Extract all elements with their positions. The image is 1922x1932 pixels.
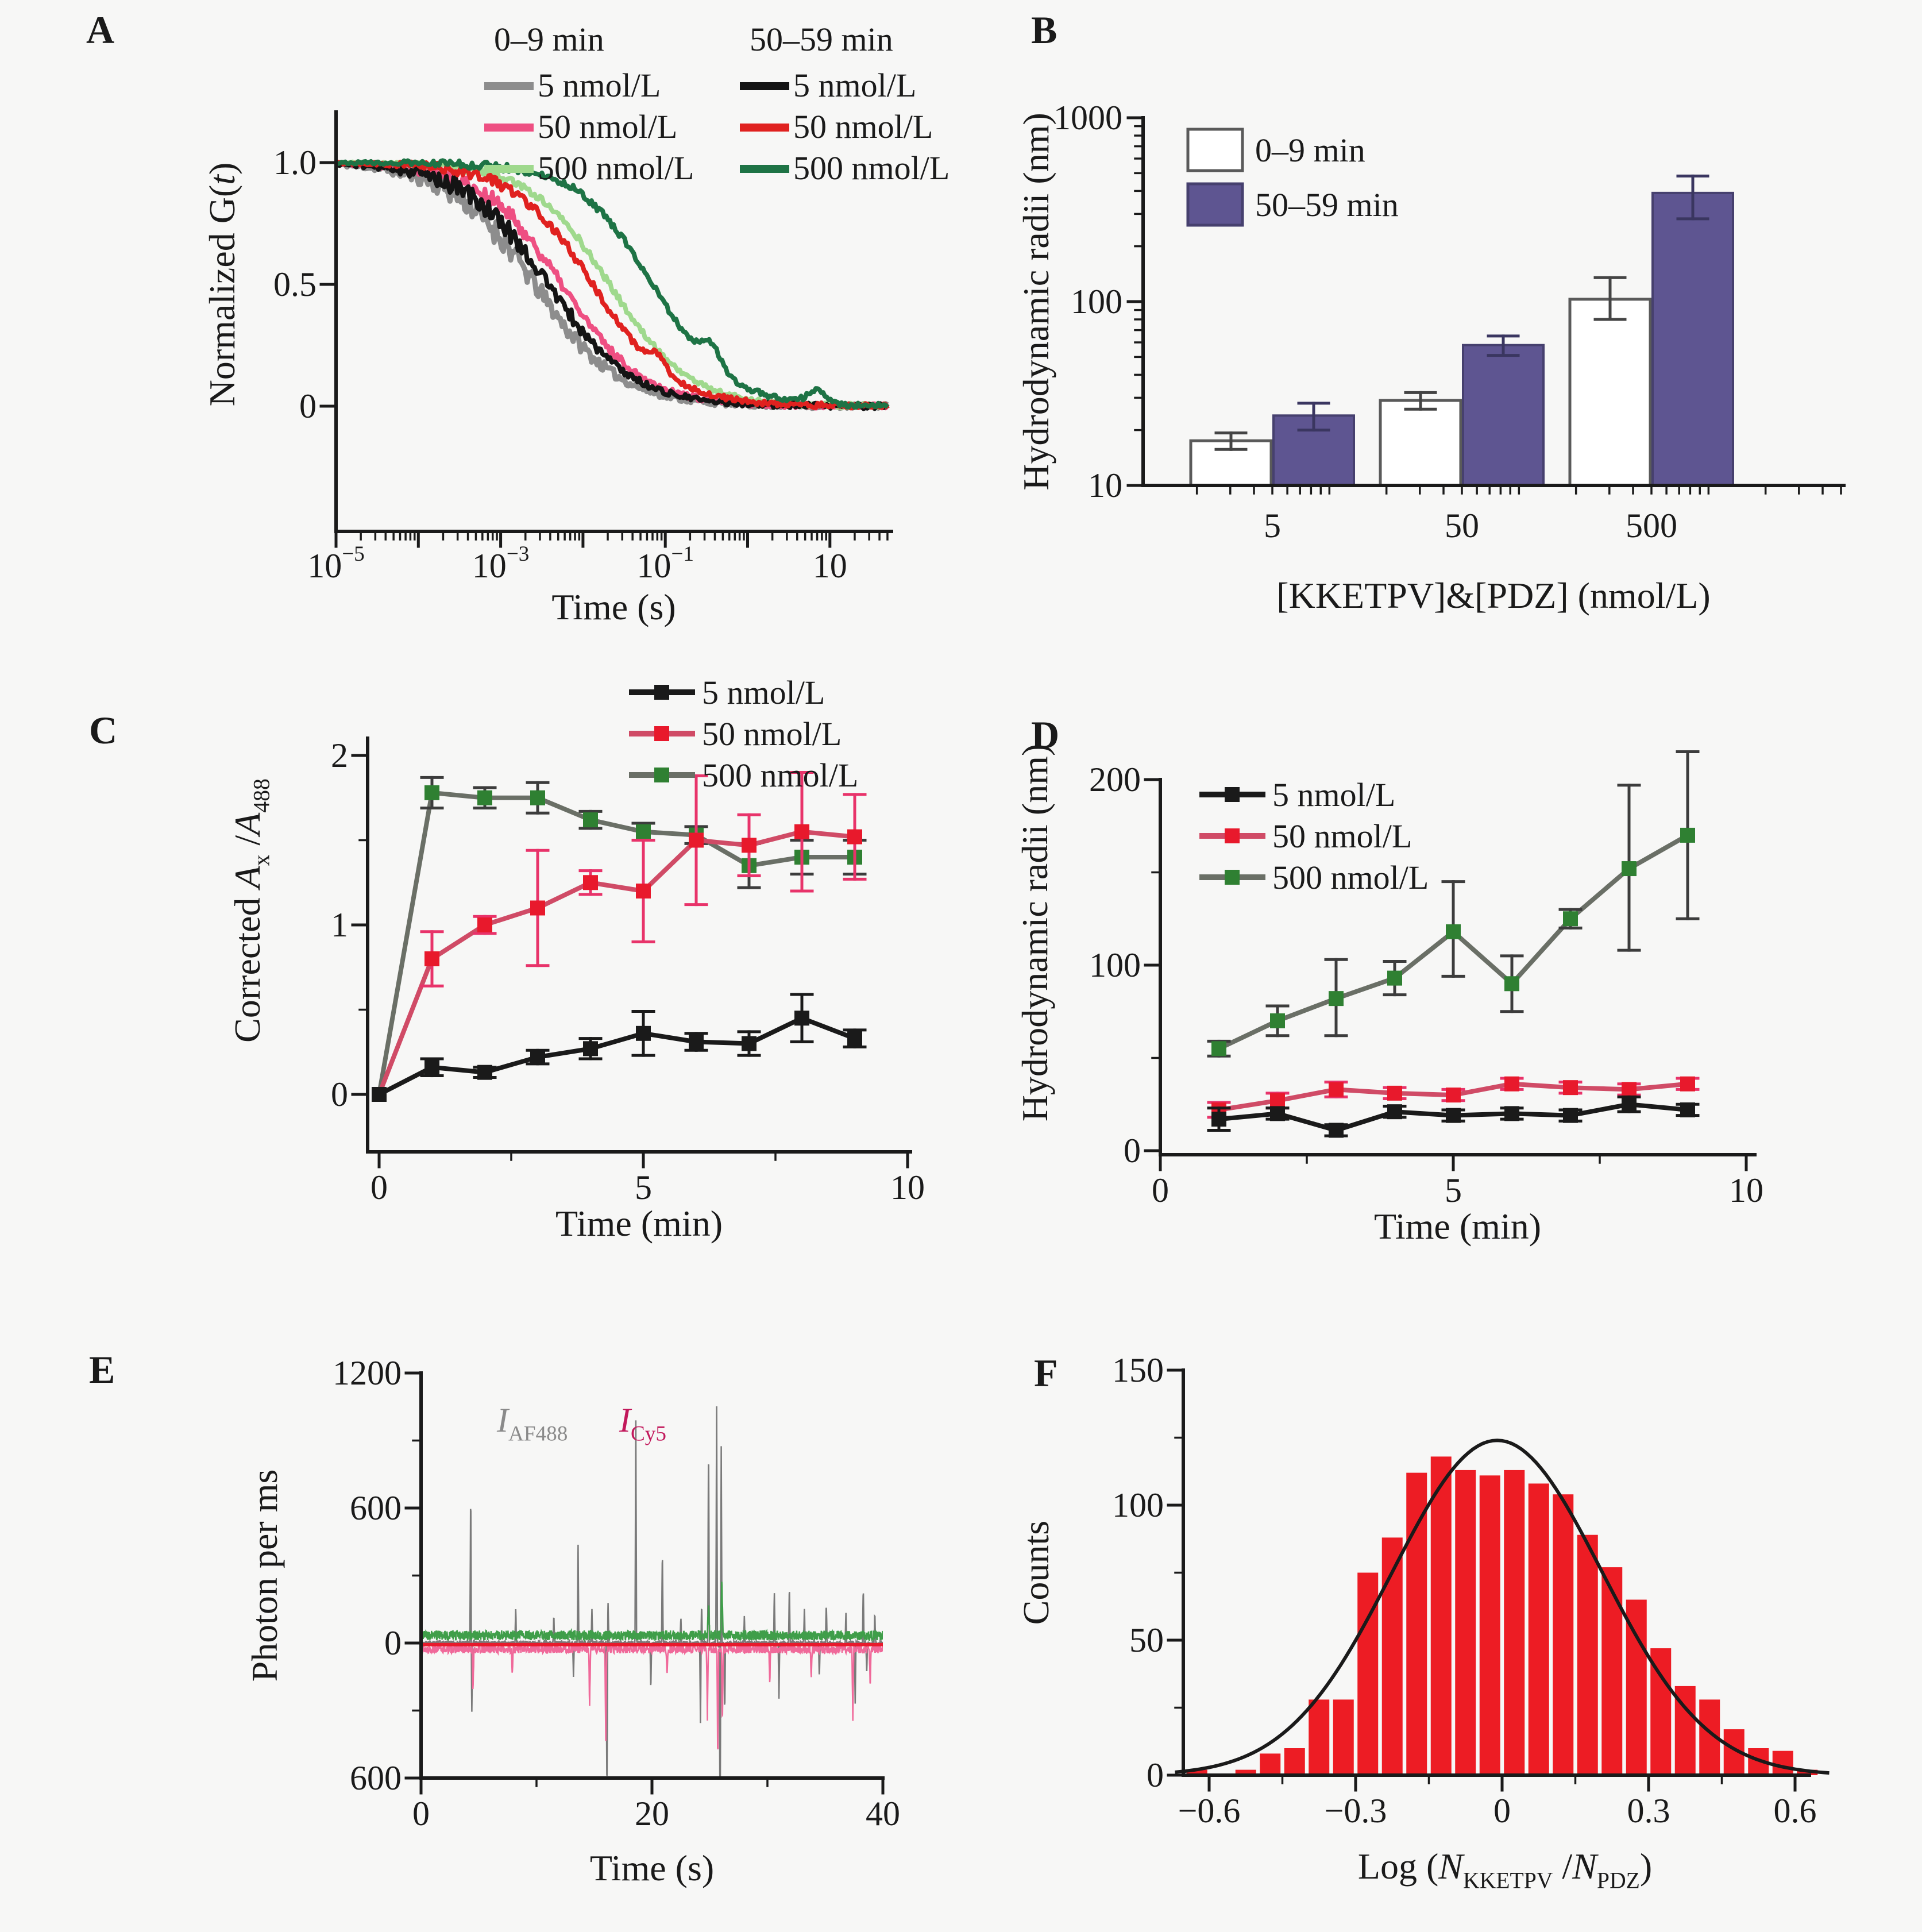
svg-text:5 nmol/L: 5 nmol/L — [702, 674, 825, 711]
svg-text:[KKETPV]&[PDZ] (nmol/L): [KKETPV]&[PDZ] (nmol/L) — [1276, 575, 1710, 616]
panel-f-chart-histogram: 0 50 100 150 −0.6 −0.3 0 0.3 0.6 Log (NKKETPV /NP… — [1016, 1351, 1830, 1894]
svg-text:0: 0 — [412, 1795, 430, 1833]
svg-text:0: 0 — [370, 1169, 388, 1206]
svg-text:Time (s): Time (s) — [590, 1848, 714, 1888]
panel-d-letter: D — [1031, 713, 1060, 757]
svg-text:0: 0 — [384, 1624, 402, 1662]
svg-text:10−3: 10−3 — [472, 542, 530, 585]
svg-text:50 nmol/L: 50 nmol/L — [538, 108, 677, 145]
svg-text:500 nmol/L: 500 nmol/L — [702, 757, 858, 794]
svg-text:50 nmol/L: 50 nmol/L — [1272, 817, 1412, 855]
svg-text:Photon per ms: Photon per ms — [244, 1470, 285, 1682]
svg-text:0.5: 0.5 — [273, 265, 317, 303]
panel-d-chart-radii-time: 0 100 200 0 5 10 Time (min) Hydrodynamic radii … — [1014, 744, 1763, 1247]
svg-text:50 nmol/L: 50 nmol/L — [702, 715, 842, 753]
svg-text:200: 200 — [1089, 761, 1141, 799]
svg-text:Hydrodynamic radii (nm): Hydrodynamic radii (nm) — [1016, 113, 1056, 491]
panel-d: D 0 100 200 0 5 10 Time (min) Hydrodynamic radi… — [961, 644, 1922, 1288]
svg-text:50 nmol/L: 50 nmol/L — [793, 108, 933, 145]
svg-text:5: 5 — [635, 1169, 652, 1206]
svg-text:20: 20 — [635, 1795, 669, 1833]
panel-b: B 10 100 1000 5 50 500 [KKETPV]&[PDZ] (nmol/L)… — [961, 0, 1922, 644]
svg-text:50–59 min: 50–59 min — [1255, 186, 1399, 223]
svg-text:ICy5: ICy5 — [619, 1401, 666, 1446]
svg-text:Hydrodynamic radii (nm): Hydrodynamic radii (nm) — [1014, 744, 1055, 1122]
svg-text:50–59 min: 50–59 min — [750, 21, 893, 58]
panel-f-letter: F — [1034, 1351, 1058, 1395]
svg-text:150: 150 — [1112, 1351, 1164, 1389]
panel-e-chart-photon-trace: 1200 600 0 600 0 20 40 Time (s) Photon per ms IAF… — [244, 1354, 900, 1888]
svg-text:50: 50 — [1445, 507, 1479, 545]
panel-e: E 1200 600 0 600 0 20 40 Time (s) Photon per ms I… — [0, 1288, 961, 1932]
svg-text:5 nmol/L: 5 nmol/L — [538, 67, 661, 104]
svg-text:0–9 min: 0–9 min — [1255, 132, 1365, 169]
svg-text:5 nmol/L: 5 nmol/L — [793, 67, 916, 104]
svg-text:500 nmol/L: 500 nmol/L — [793, 149, 950, 187]
panel-f: F 0 50 100 150 −0.6 −0.3 0 0.3 0.6 Log (NKKETPV /… — [961, 1288, 1922, 1932]
svg-text:0–9 min: 0–9 min — [494, 21, 604, 58]
svg-text:−0.3: −0.3 — [1325, 1792, 1387, 1830]
panel-a: A 1.0 0.5 0 10−5 10−3 10−1 10 Time (s) Normalize… — [0, 0, 961, 644]
svg-text:1: 1 — [331, 906, 348, 944]
panel-c-chart-ax-a488: 0 1 2 0 5 10 Time (min) Corrected Ax /A488 5 nmo… — [227, 674, 925, 1244]
svg-text:0: 0 — [1152, 1171, 1169, 1209]
svg-text:500 nmol/L: 500 nmol/L — [538, 149, 694, 187]
svg-text:600: 600 — [350, 1489, 402, 1527]
svg-text:Log (NKKETPV /NPDZ): Log (NKKETPV /NPDZ) — [1358, 1846, 1652, 1894]
svg-text:0: 0 — [1124, 1132, 1141, 1170]
svg-text:40: 40 — [866, 1795, 900, 1833]
svg-text:500: 500 — [1626, 507, 1677, 545]
svg-text:Normalized G(t): Normalized G(t) — [202, 163, 242, 407]
svg-text:−0.6: −0.6 — [1178, 1792, 1241, 1830]
svg-text:Corrected Ax /A488: Corrected Ax /A488 — [227, 778, 275, 1043]
svg-text:50: 50 — [1129, 1621, 1164, 1659]
svg-text:5: 5 — [1264, 507, 1281, 545]
svg-text:0: 0 — [1147, 1756, 1164, 1794]
panel-e-letter: E — [89, 1348, 115, 1391]
svg-text:100: 100 — [1071, 283, 1122, 321]
panel-c-letter: C — [89, 708, 118, 752]
svg-text:5 nmol/L: 5 nmol/L — [1272, 776, 1395, 813]
svg-text:1200: 1200 — [333, 1354, 402, 1392]
panel-b-chart-radii-bars: 10 100 1000 5 50 500 [KKETPV]&[PDZ] (nmol/L) Hy… — [1016, 99, 1846, 616]
svg-text:1000: 1000 — [1053, 99, 1122, 137]
svg-text:Counts: Counts — [1016, 1521, 1056, 1625]
svg-text:10: 10 — [813, 547, 847, 585]
svg-text:10: 10 — [890, 1169, 925, 1206]
svg-text:10: 10 — [1729, 1171, 1763, 1209]
panel-b-letter: B — [1031, 8, 1058, 52]
panel-a-chart-fcs-curves: 1.0 0.5 0 10−5 10−3 10−1 10 Time (s) Normalized … — [202, 21, 950, 627]
svg-text:10−1: 10−1 — [636, 542, 694, 585]
svg-text:0: 0 — [331, 1075, 348, 1113]
panel-c: C 0 1 2 0 5 10 Time (min) Corrected Ax /A488 5 n… — [0, 644, 961, 1288]
svg-text:Time (min): Time (min) — [1374, 1206, 1541, 1247]
panel-a-letter: A — [86, 8, 115, 52]
svg-text:10−5: 10−5 — [307, 542, 365, 585]
svg-text:600: 600 — [350, 1759, 402, 1797]
svg-text:100: 100 — [1089, 946, 1141, 984]
svg-text:5: 5 — [1445, 1171, 1462, 1209]
svg-text:0.6: 0.6 — [1774, 1792, 1817, 1830]
svg-text:IAF488: IAF488 — [496, 1401, 568, 1446]
svg-text:1.0: 1.0 — [273, 144, 317, 182]
svg-text:0: 0 — [299, 387, 317, 425]
svg-text:Time (s): Time (s) — [551, 587, 676, 627]
svg-text:500 nmol/L: 500 nmol/L — [1272, 859, 1429, 896]
svg-text:10: 10 — [1088, 466, 1122, 504]
svg-text:2: 2 — [331, 736, 348, 774]
svg-text:100: 100 — [1112, 1486, 1164, 1524]
svg-text:0.3: 0.3 — [1627, 1792, 1670, 1830]
svg-text:0: 0 — [1493, 1792, 1511, 1830]
svg-text:Time (min): Time (min) — [555, 1203, 723, 1244]
